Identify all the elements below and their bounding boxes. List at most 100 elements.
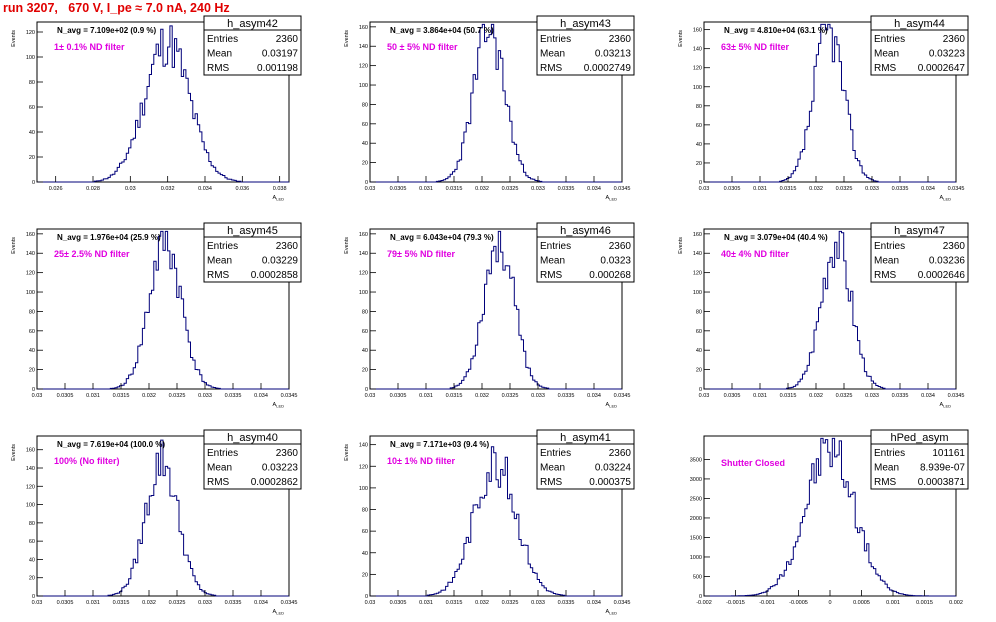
stats-value: 8.939e-07 [920,463,965,474]
stats-value: 0.03229 [262,256,299,267]
x-tick-label: 0.0315 [113,600,130,606]
y-tick-label: 20 [696,368,702,374]
plot-frame [36,21,290,183]
y-tick-label: 100 [359,83,368,89]
stats-value: 2360 [943,241,966,252]
y-tick-label: 160 [26,448,35,454]
stats-box: h_asym40 Entries 2360 Mean 0.03223 RMS 0.00028… [203,429,302,490]
stats-box: h_asym43 Entries 2360 Mean 0.03213 RMS 0.00027… [536,15,635,76]
y-tick-label: 120 [26,271,35,277]
histogram-trace [37,25,289,183]
x-tick-label: 0.0325 [169,600,186,606]
stats-value: 0.03213 [595,49,632,60]
y-tick-label: 140 [26,251,35,257]
stats-value: 0.0002647 [918,63,966,74]
histogram-trace [370,23,622,183]
canvas-title: run 3207, 670 V, I_pe ≈ 7.0 nA, 240 Hz [3,1,230,15]
stats-value: 0.0323 [600,256,631,267]
x-tick-label: 0.032 [161,186,175,192]
filter-annotation: 1± 0.1% ND filter [54,42,125,52]
stats-value: 0.0003871 [918,477,966,488]
histogram-name: h_asym40 [227,432,278,444]
y-tick-label: 80 [362,309,368,315]
y-tick-label: 100 [693,85,702,91]
histogram-name: h_asym46 [560,225,611,237]
x-tick-label: 0.033 [865,393,879,399]
y-tick-label: 40 [362,348,368,354]
y-tick-label: 500 [693,574,702,580]
stats-value: 0.000268 [589,270,631,281]
stats-key: RMS [540,270,563,281]
y-tick-label: 40 [362,551,368,557]
y-tick-label: 40 [29,130,35,136]
x-tick-label: 0.031 [419,600,433,606]
stats-key: Mean [540,49,565,60]
y-tick-label: 80 [696,104,702,110]
stats-box: h_asym41 Entries 2360 Mean 0.03224 RMS 0.00037… [536,429,635,490]
y-tick-label: 100 [26,503,35,509]
n-avg-label: N_avg = 7.109e+02 (0.9 %) [57,26,157,35]
x-tick-label: 0.034 [587,600,601,606]
x-tick-label: 0.0315 [446,186,463,192]
stats-value: 0.03223 [929,49,966,60]
stats-key: RMS [540,477,563,488]
y-tick-label: 0 [365,387,368,393]
x-tick-label: 0.033 [198,600,212,606]
x-tick-label: 0.034 [587,186,601,192]
y-tick-label: 160 [26,232,35,238]
x-tick-label: 0.0305 [724,186,741,192]
stats-key: Entries [207,34,238,45]
stats-key: Entries [207,448,238,459]
stats-value: 2360 [276,448,299,459]
x-tick-label: 0.033 [531,393,545,399]
plot-frame [369,21,623,183]
plot-frame [703,21,957,183]
stats-key: Entries [540,448,571,459]
stats-key: Entries [207,241,238,252]
y-tick-label: 100 [693,290,702,296]
stats-key: RMS [207,270,230,281]
panel-h_asym41: 0 20 40 60 80 100 120 140 0.03 0.0305 0.031 0.0315 0… [344,429,635,616]
x-tick-label: 0.0335 [892,186,909,192]
x-tick-label: 0.034 [921,186,935,192]
x-tick-label: 0.033 [531,600,545,606]
x-tick-label: 0.031 [86,600,100,606]
y-tick-label: 100 [26,55,35,61]
stats-box: h_asym47 Entries 2360 Mean 0.03236 RMS 0.00026… [870,222,969,283]
histogram-name: hPed_asym [890,432,948,444]
y-tick-label: 80 [362,102,368,108]
histogram-name: h_asym44 [894,18,945,30]
x-tick-label: 0.032 [142,600,156,606]
y-tick-label: 20 [362,161,368,167]
y-tick-label: 20 [696,161,702,167]
x-tick-label: 0.031 [753,186,767,192]
n-avg-label: N_avg = 6.043e+04 (79.3 %) [390,233,494,242]
x-tick-label: -0.001 [759,600,775,606]
x-tick-label: 0.0345 [948,393,965,399]
y-tick-label: 60 [29,329,35,335]
x-tick-label: 0.034 [254,393,268,399]
plot-frame [369,435,623,597]
x-tick-label: 0.034 [254,600,268,606]
x-tick-label: 0.0325 [502,600,519,606]
y-tick-label: 100 [359,290,368,296]
x-tick-label: 0.002 [949,600,963,606]
stats-value: 0.0002749 [584,63,632,74]
x-tick-label: 0.032 [475,393,489,399]
x-tick-label: 0.032 [475,600,489,606]
y-tick-label: 80 [29,521,35,527]
n-avg-label: N_avg = 4.810e+04 (63.1 %) [724,26,828,35]
x-tick-label: 0.0315 [113,393,130,399]
y-tick-label: 60 [29,105,35,111]
stats-value: 2360 [943,34,966,45]
y-tick-label: 0 [32,387,35,393]
stats-key: RMS [540,63,563,74]
panel-h_asym46: 0 20 40 60 80 100 120 140 160 0.03 0.0305 0.031 0.03… [344,222,635,409]
x-tick-label: 0.0315 [780,186,797,192]
n-avg-label: N_avg = 3.079e+04 (40.4 %) [724,233,828,242]
y-tick-label: 80 [696,309,702,315]
x-tick-label: 0.0005 [853,600,870,606]
x-tick-label: 0.03 [365,600,376,606]
panel-hPed_asym: 0 500 1000 1500 2000 2500 3000 3500 -0.002 -0.001… [690,429,969,606]
stats-value: 0.000375 [589,477,631,488]
